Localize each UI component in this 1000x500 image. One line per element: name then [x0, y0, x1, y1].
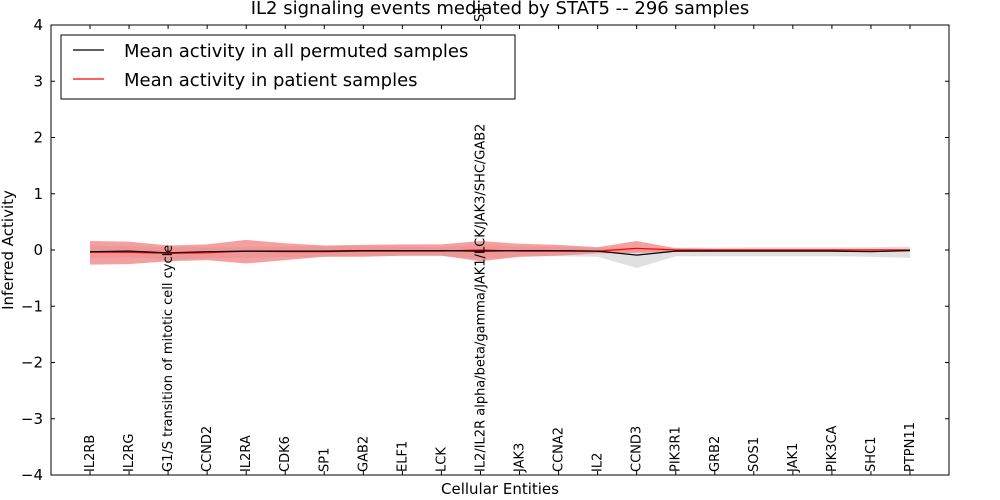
y-tick-label: 1: [33, 185, 43, 203]
x-tick-label: PIK3CA: [825, 425, 840, 472]
y-tick-label: 4: [33, 16, 43, 34]
x-tick-label: IL2RA: [239, 435, 254, 472]
permuted-mean-line: [89, 250, 911, 256]
y-tick-label: 2: [33, 129, 43, 147]
series-lines: [89, 247, 911, 256]
y-tick-label: −2: [21, 354, 43, 372]
x-tick-label: CDK6: [278, 436, 293, 472]
x-tick-label: IL2: [591, 453, 606, 472]
x-tick-label: ELF1: [395, 441, 410, 472]
x-axis: [89, 25, 911, 475]
x-tick-label: LCK: [434, 447, 449, 472]
x-tick-label: SP1: [317, 448, 332, 472]
x-tick-label: PTPN11: [903, 422, 918, 472]
y-axis: 4 3 2 1 0 −1 −2 −3 −4: [21, 16, 949, 484]
x-tick-label: SOS1: [747, 437, 762, 472]
plot-area: [50, 24, 950, 476]
x-tick-label: SHC1: [864, 437, 879, 472]
y-axis-label: Inferred Activity: [0, 190, 17, 310]
top-annotation: S1: [473, 5, 488, 22]
patient-band: [90, 239, 910, 265]
y-tick-label: 3: [33, 72, 43, 90]
x-tick-label: CCND3: [630, 426, 645, 472]
x-tick-label: CCND2: [200, 426, 215, 472]
x-tick-label: IL2RG: [122, 434, 137, 472]
x-tick-label: CCNA2: [552, 427, 567, 472]
legend-label-patient: Mean activity in patient samples: [124, 70, 418, 91]
y-tick-label: −3: [21, 410, 43, 428]
x-tick-labels: IL2RB IL2RG G1/S transition of mitotic cel…: [83, 124, 918, 473]
x-tick-label: G1/S transition of mitotic cell cycle: [161, 245, 176, 472]
y-tick-label: −4: [21, 466, 43, 484]
legend: Mean activity in all permuted samples Me…: [60, 34, 516, 100]
x-tick-label: GAB2: [356, 436, 371, 472]
x-tick-label: GRB2: [708, 436, 723, 472]
x-tick-label: IL2/IL2R alpha/beta/gamma/JAK1/LCK/JAK3/…: [474, 124, 489, 472]
x-tick-label: PIK3R1: [669, 426, 684, 472]
y-tick-label: −1: [21, 297, 43, 315]
chart-title: IL2 signaling events mediated by STAT5 -…: [251, 0, 750, 19]
x-tick-label: JAK1: [786, 443, 801, 473]
legend-label-permuted: Mean activity in all permuted samples: [124, 41, 468, 62]
confidence-bands: [90, 239, 910, 268]
x-axis-label: Cellular Entities: [441, 480, 559, 498]
x-tick-label: JAK3: [513, 443, 528, 473]
legend-box: [60, 34, 516, 100]
y-tick-label: 0: [33, 241, 43, 259]
x-tick-label: IL2RB: [83, 435, 98, 472]
